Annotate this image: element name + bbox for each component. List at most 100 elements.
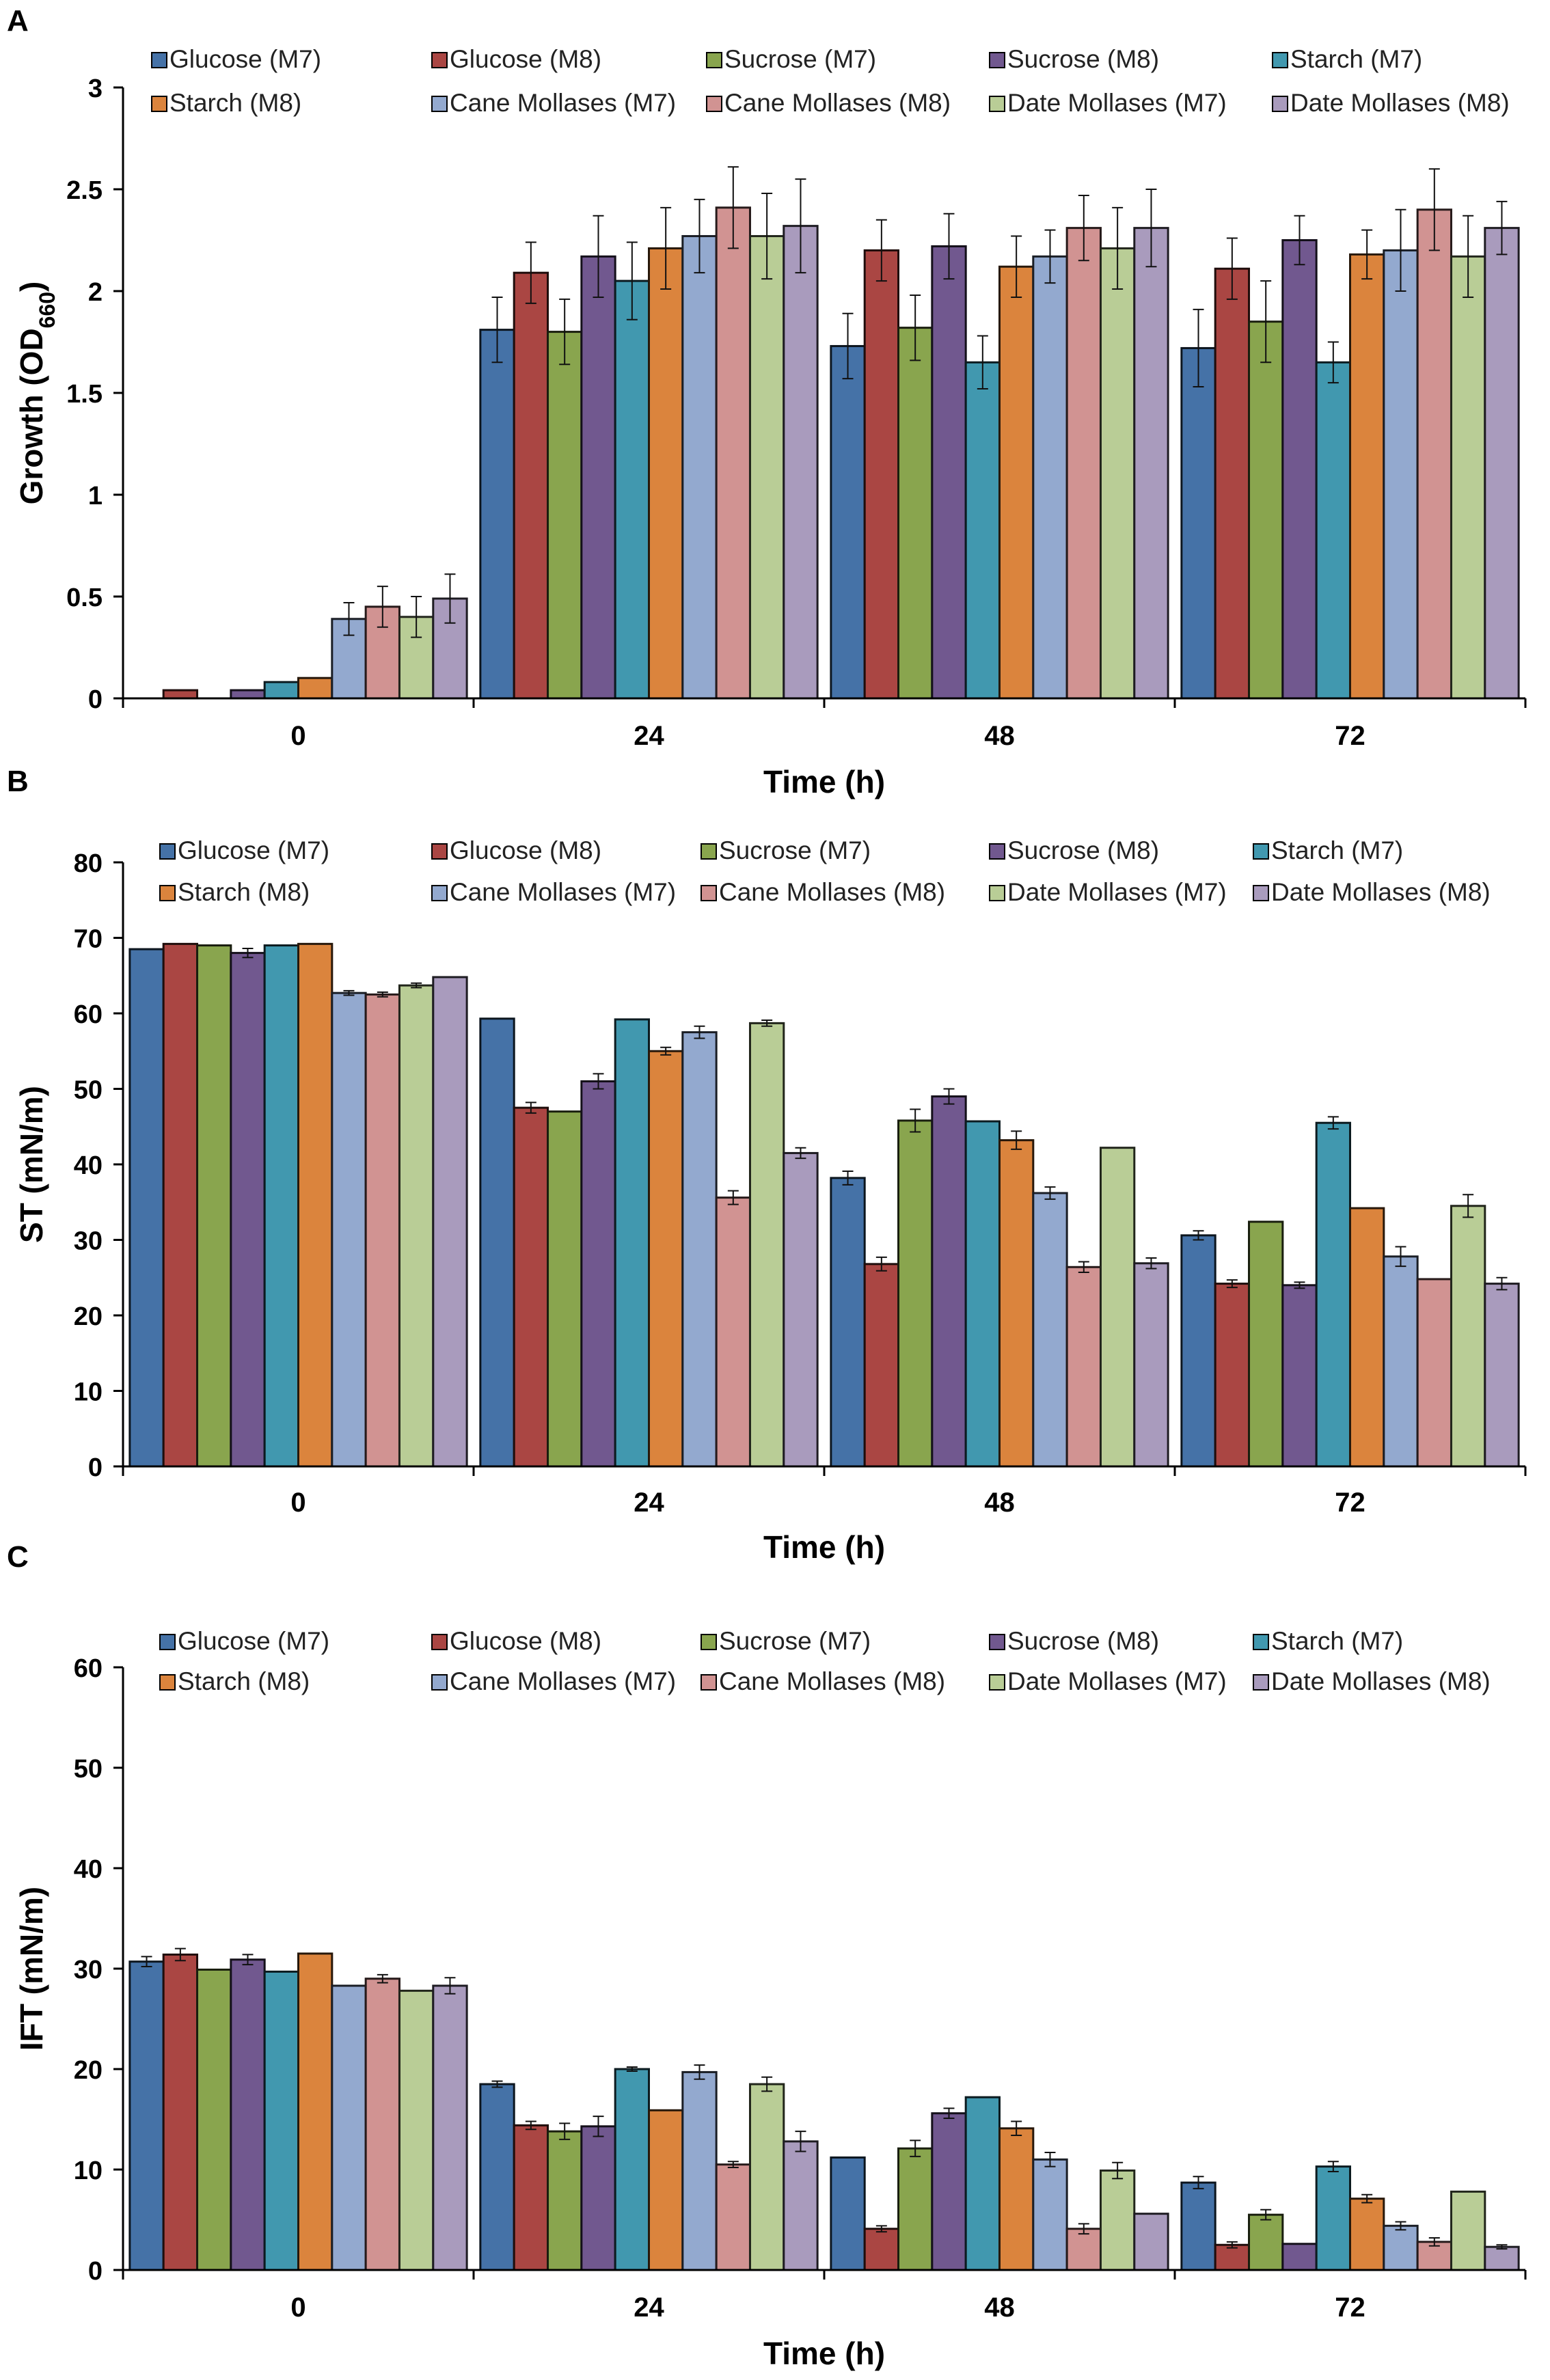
bar: [513, 271, 549, 700]
bar: [830, 2156, 866, 2271]
legend-swatch: [989, 52, 1005, 68]
bar: [263, 944, 299, 1468]
bar: [1450, 255, 1486, 700]
legend-swatch: [989, 885, 1005, 901]
legend-swatch: [1272, 52, 1288, 68]
legend-swatch: [701, 843, 717, 860]
bar: [432, 597, 468, 700]
bar: [128, 1960, 165, 2271]
legend-label: Cane Mollases (M7): [450, 878, 676, 906]
legend-label: Sucrose (M8): [1007, 836, 1159, 864]
legend-swatch: [701, 885, 717, 901]
legend-label: Starch (M7): [1271, 836, 1403, 864]
legend-swatch: [431, 1634, 448, 1650]
bar: [1315, 1121, 1352, 1468]
bar: [580, 255, 616, 700]
bar: [614, 2068, 651, 2271]
y-tick-label: 2.5: [66, 176, 103, 205]
bar: [398, 984, 435, 1468]
bar: [1133, 1262, 1169, 1468]
bar: [1416, 1278, 1452, 1468]
y-tick-label: 50: [74, 1076, 103, 1105]
bar: [1315, 361, 1352, 700]
legend-swatch: [701, 1674, 717, 1691]
legend-swatch: [989, 96, 1005, 112]
x-axis-title: Time (h): [763, 1529, 885, 1565]
legend-swatch: [159, 1674, 176, 1691]
bar: [614, 1018, 651, 1468]
bar: [196, 944, 232, 1468]
bar: [1349, 253, 1385, 700]
bar: [230, 689, 266, 700]
bar: [364, 993, 400, 1468]
bar: [1248, 1220, 1284, 1468]
bar: [479, 1017, 515, 1468]
bar: [547, 1110, 583, 1468]
x-tick-label: 0: [290, 2293, 305, 2323]
bar: [1450, 1205, 1486, 1468]
legend-swatch: [701, 1634, 717, 1650]
x-axis-title: Time (h): [763, 764, 885, 799]
y-tick-label: 1: [88, 482, 103, 510]
y-tick-label: 0: [88, 1453, 103, 1482]
legend-swatch: [151, 52, 167, 68]
panel-c: C Glucose (M7) Glucose (M8) Sucrose (M7) Suc…: [7, 1540, 1527, 2371]
bar: [297, 676, 334, 700]
bar: [479, 2083, 515, 2271]
bar: [398, 1989, 435, 2271]
legend-label: Starch (M8): [178, 878, 310, 906]
bar: [1383, 1255, 1419, 1468]
bar: [432, 1984, 468, 2271]
legend-label: Sucrose (M7): [724, 45, 876, 73]
bar: [1281, 1284, 1318, 1468]
legend-swatch: [159, 843, 176, 860]
legend-label: Cane Mollases (M8): [724, 89, 951, 117]
panel-a: A Glucose (M7) Glucose (M8) Sucrose (M7) Suc…: [7, 4, 1527, 799]
legend-swatch: [989, 1634, 1005, 1650]
legend-swatch: [989, 1674, 1005, 1691]
x-tick-label: 24: [634, 1488, 664, 1518]
y-axis-title: ST (mN/m): [14, 1086, 49, 1243]
bar: [1484, 1283, 1520, 1468]
x-tick-label: 24: [634, 721, 664, 751]
legend-label: Starch (M7): [1271, 1627, 1403, 1655]
legend-label: Glucose (M7): [169, 45, 321, 73]
bar: [1484, 2245, 1520, 2271]
legend-label: Date Mollases (M8): [1290, 89, 1510, 117]
bar: [998, 265, 1035, 700]
bar: [715, 206, 751, 700]
y-tick-label: 1.5: [66, 380, 103, 409]
bar: [297, 942, 334, 1468]
y-tick-label: 20: [74, 2056, 103, 2085]
bar: [547, 331, 583, 700]
bar: [931, 2112, 967, 2271]
bar: [648, 247, 684, 700]
bar: [715, 2163, 751, 2271]
legend-swatch: [431, 843, 448, 860]
bar: [863, 249, 900, 700]
y-tick-label: 20: [74, 1302, 103, 1331]
legend-label: Date Mollases (M7): [1007, 1667, 1227, 1695]
bar: [331, 1984, 367, 2271]
bar: [1315, 2165, 1352, 2271]
y-tick-label: 30: [74, 1227, 103, 1256]
bar: [748, 235, 785, 700]
x-tick-label: 48: [984, 721, 1015, 751]
bar: [1450, 2190, 1486, 2271]
bar: [830, 1177, 866, 1468]
bar: [1032, 2158, 1068, 2271]
bar: [479, 329, 515, 700]
bar: [964, 361, 1001, 700]
legend-swatch: [431, 1674, 448, 1691]
bar: [162, 942, 199, 1468]
bar: [1383, 249, 1419, 700]
bar: [1099, 247, 1136, 700]
bar: [547, 2130, 583, 2271]
legend-label: Date Mollases (M7): [1007, 89, 1227, 117]
legend-label: Cane Mollases (M8): [719, 1667, 945, 1695]
y-tick-label: 0: [88, 685, 103, 714]
y-tick-label: 10: [74, 2157, 103, 2185]
legend-swatch: [1253, 885, 1269, 901]
bar: [863, 1263, 900, 1468]
legend-swatch: [431, 96, 448, 112]
